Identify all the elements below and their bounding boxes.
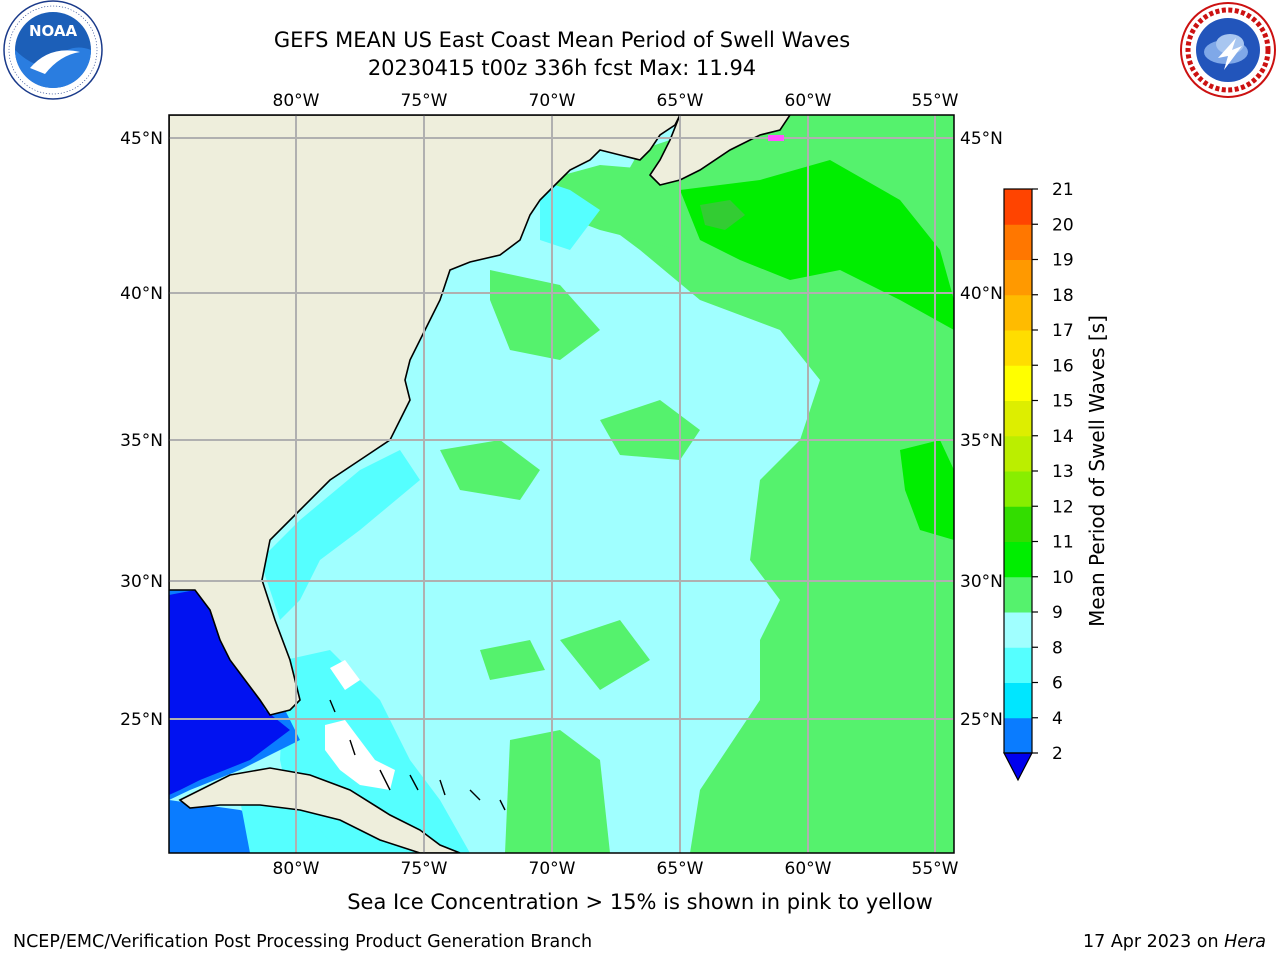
lat-label: 45°N xyxy=(960,129,1003,149)
colorbar-bin xyxy=(1004,189,1032,225)
swell-region-green-east xyxy=(600,115,954,853)
colorbar-tick-label: 16 xyxy=(1052,356,1074,376)
swell-region-green-north xyxy=(545,165,700,250)
colorbar-tick-label: 8 xyxy=(1052,638,1063,658)
swell-region-cyan xyxy=(240,800,340,853)
colorbar-bin xyxy=(1004,400,1032,437)
colorbar-bin xyxy=(1004,435,1032,472)
colorbar-bin xyxy=(1004,612,1032,648)
colorbar: 2 4 6 8 9 10 11 12 13 14 15 16 17 18 19 20 21 xyxy=(1003,180,1074,782)
colorbar-bin xyxy=(1004,224,1032,260)
swell-region-green-patch xyxy=(480,640,545,680)
swell-region-bright-green xyxy=(680,160,954,330)
lat-labels-left: 45°N 40°N 35°N 30°N 25°N xyxy=(120,129,163,730)
footer-credit: NCEP/EMC/Verification Post Processing Pr… xyxy=(13,932,593,952)
sea-ice-note: Sea Ice Concentration > 15% is shown in … xyxy=(347,890,933,914)
colorbar-tick-label: 15 xyxy=(1052,392,1074,412)
colorbar-tick-label: 13 xyxy=(1052,462,1074,482)
lat-label: 40°N xyxy=(120,284,163,304)
lat-label: 45°N xyxy=(120,129,163,149)
lon-label: 70°W xyxy=(529,91,576,111)
colorbar-label: Mean Period of Swell Waves [s] xyxy=(1085,315,1109,627)
swell-region-deep-blue xyxy=(169,590,290,795)
lat-label: 40°N xyxy=(960,284,1003,304)
colorbar-tick-label: 11 xyxy=(1052,533,1074,553)
colorbar-bin xyxy=(1004,682,1032,719)
footer-date-text: 17 Apr 2023 on xyxy=(1083,932,1225,952)
colorbar-bin xyxy=(1004,717,1032,754)
footer-host: Hera xyxy=(1224,932,1266,952)
colorbar-tick-label: 17 xyxy=(1052,321,1074,341)
lon-label: 75°W xyxy=(401,91,448,111)
colorbar-tick-label: 21 xyxy=(1052,180,1074,200)
colorbar-tick-label: 2 xyxy=(1052,744,1063,764)
colorbar-bin xyxy=(1004,365,1032,401)
no-data-bahamas xyxy=(330,660,360,690)
lat-label: 30°N xyxy=(960,572,1003,592)
lon-label: 80°W xyxy=(273,859,320,879)
graticule xyxy=(169,115,954,853)
colorbar-bin xyxy=(1004,541,1032,578)
lat-label: 25°N xyxy=(960,710,1003,730)
colorbar-tick-label: 6 xyxy=(1052,674,1063,694)
lon-label: 55°W xyxy=(912,91,959,111)
lat-label: 35°N xyxy=(960,431,1003,451)
map-frame xyxy=(168,114,955,854)
nws-logo xyxy=(1180,2,1276,98)
lon-label: 65°W xyxy=(657,91,704,111)
colorbar-under-arrow xyxy=(1003,752,1033,782)
colorbar-tick-label: 9 xyxy=(1052,603,1063,623)
lon-label: 65°W xyxy=(657,859,704,879)
swell-region-green-patch xyxy=(560,620,650,690)
land-nova-scotia xyxy=(648,115,791,186)
colorbar-bin xyxy=(1004,294,1032,331)
chart-subtitle: 20230415 t00z 336h fcst Max: 11.94 xyxy=(367,56,757,80)
lon-label: 60°W xyxy=(785,91,832,111)
lon-label: 55°W xyxy=(912,859,959,879)
sea-ice-patch xyxy=(768,135,784,141)
colorbar-tick-label: 4 xyxy=(1052,709,1063,729)
chart-title: GEFS MEAN US East Coast Mean Period of S… xyxy=(273,28,851,52)
colorbar-bin xyxy=(1004,471,1032,507)
lat-label: 35°N xyxy=(120,431,163,451)
colorbar-tick-label: 10 xyxy=(1052,568,1074,588)
swell-region-cyan xyxy=(260,450,420,620)
lon-labels-top: 80°W 75°W 70°W 65°W 60°W 55°W xyxy=(273,91,959,111)
no-data-bahamas xyxy=(325,720,395,790)
noaa-logo: NOAA xyxy=(3,0,103,100)
lat-label: 30°N xyxy=(120,572,163,592)
lat-labels-right: 45°N 40°N 35°N 30°N 25°N xyxy=(960,129,1003,730)
lon-label: 70°W xyxy=(529,859,576,879)
swell-region-green-patch xyxy=(600,400,700,460)
land-bahamas xyxy=(329,699,506,811)
map-area xyxy=(169,115,954,853)
swell-region-green-south xyxy=(505,730,610,853)
swell-region-cyan xyxy=(540,180,600,250)
colorbar-bin xyxy=(1004,506,1032,542)
colorbar-bin xyxy=(1004,330,1032,366)
colorbar-tick-label: 18 xyxy=(1052,286,1074,306)
lon-label: 80°W xyxy=(273,91,320,111)
swell-region-green-patch xyxy=(440,440,540,500)
colorbar-tick-label: 14 xyxy=(1052,427,1074,447)
lat-label: 25°N xyxy=(120,710,163,730)
colorbar-tick-label: 12 xyxy=(1052,497,1074,517)
lon-labels-bottom: 80°W 75°W 70°W 65°W 60°W 55°W xyxy=(273,859,959,879)
lon-label: 75°W xyxy=(401,859,448,879)
footer-date: 17 Apr 2023 on Hera xyxy=(1083,932,1266,952)
colorbar-tick-label: 20 xyxy=(1052,215,1074,235)
colorbar-bin xyxy=(1004,647,1032,683)
swell-region-bright-green xyxy=(700,200,745,230)
lon-label: 60°W xyxy=(785,859,832,879)
colorbar-bin xyxy=(1004,259,1032,296)
noaa-logo-text: NOAA xyxy=(29,22,78,40)
colorbar-bin xyxy=(1004,576,1032,613)
swell-region-bright-green xyxy=(900,440,954,540)
colorbar-tick-label: 19 xyxy=(1052,251,1074,271)
